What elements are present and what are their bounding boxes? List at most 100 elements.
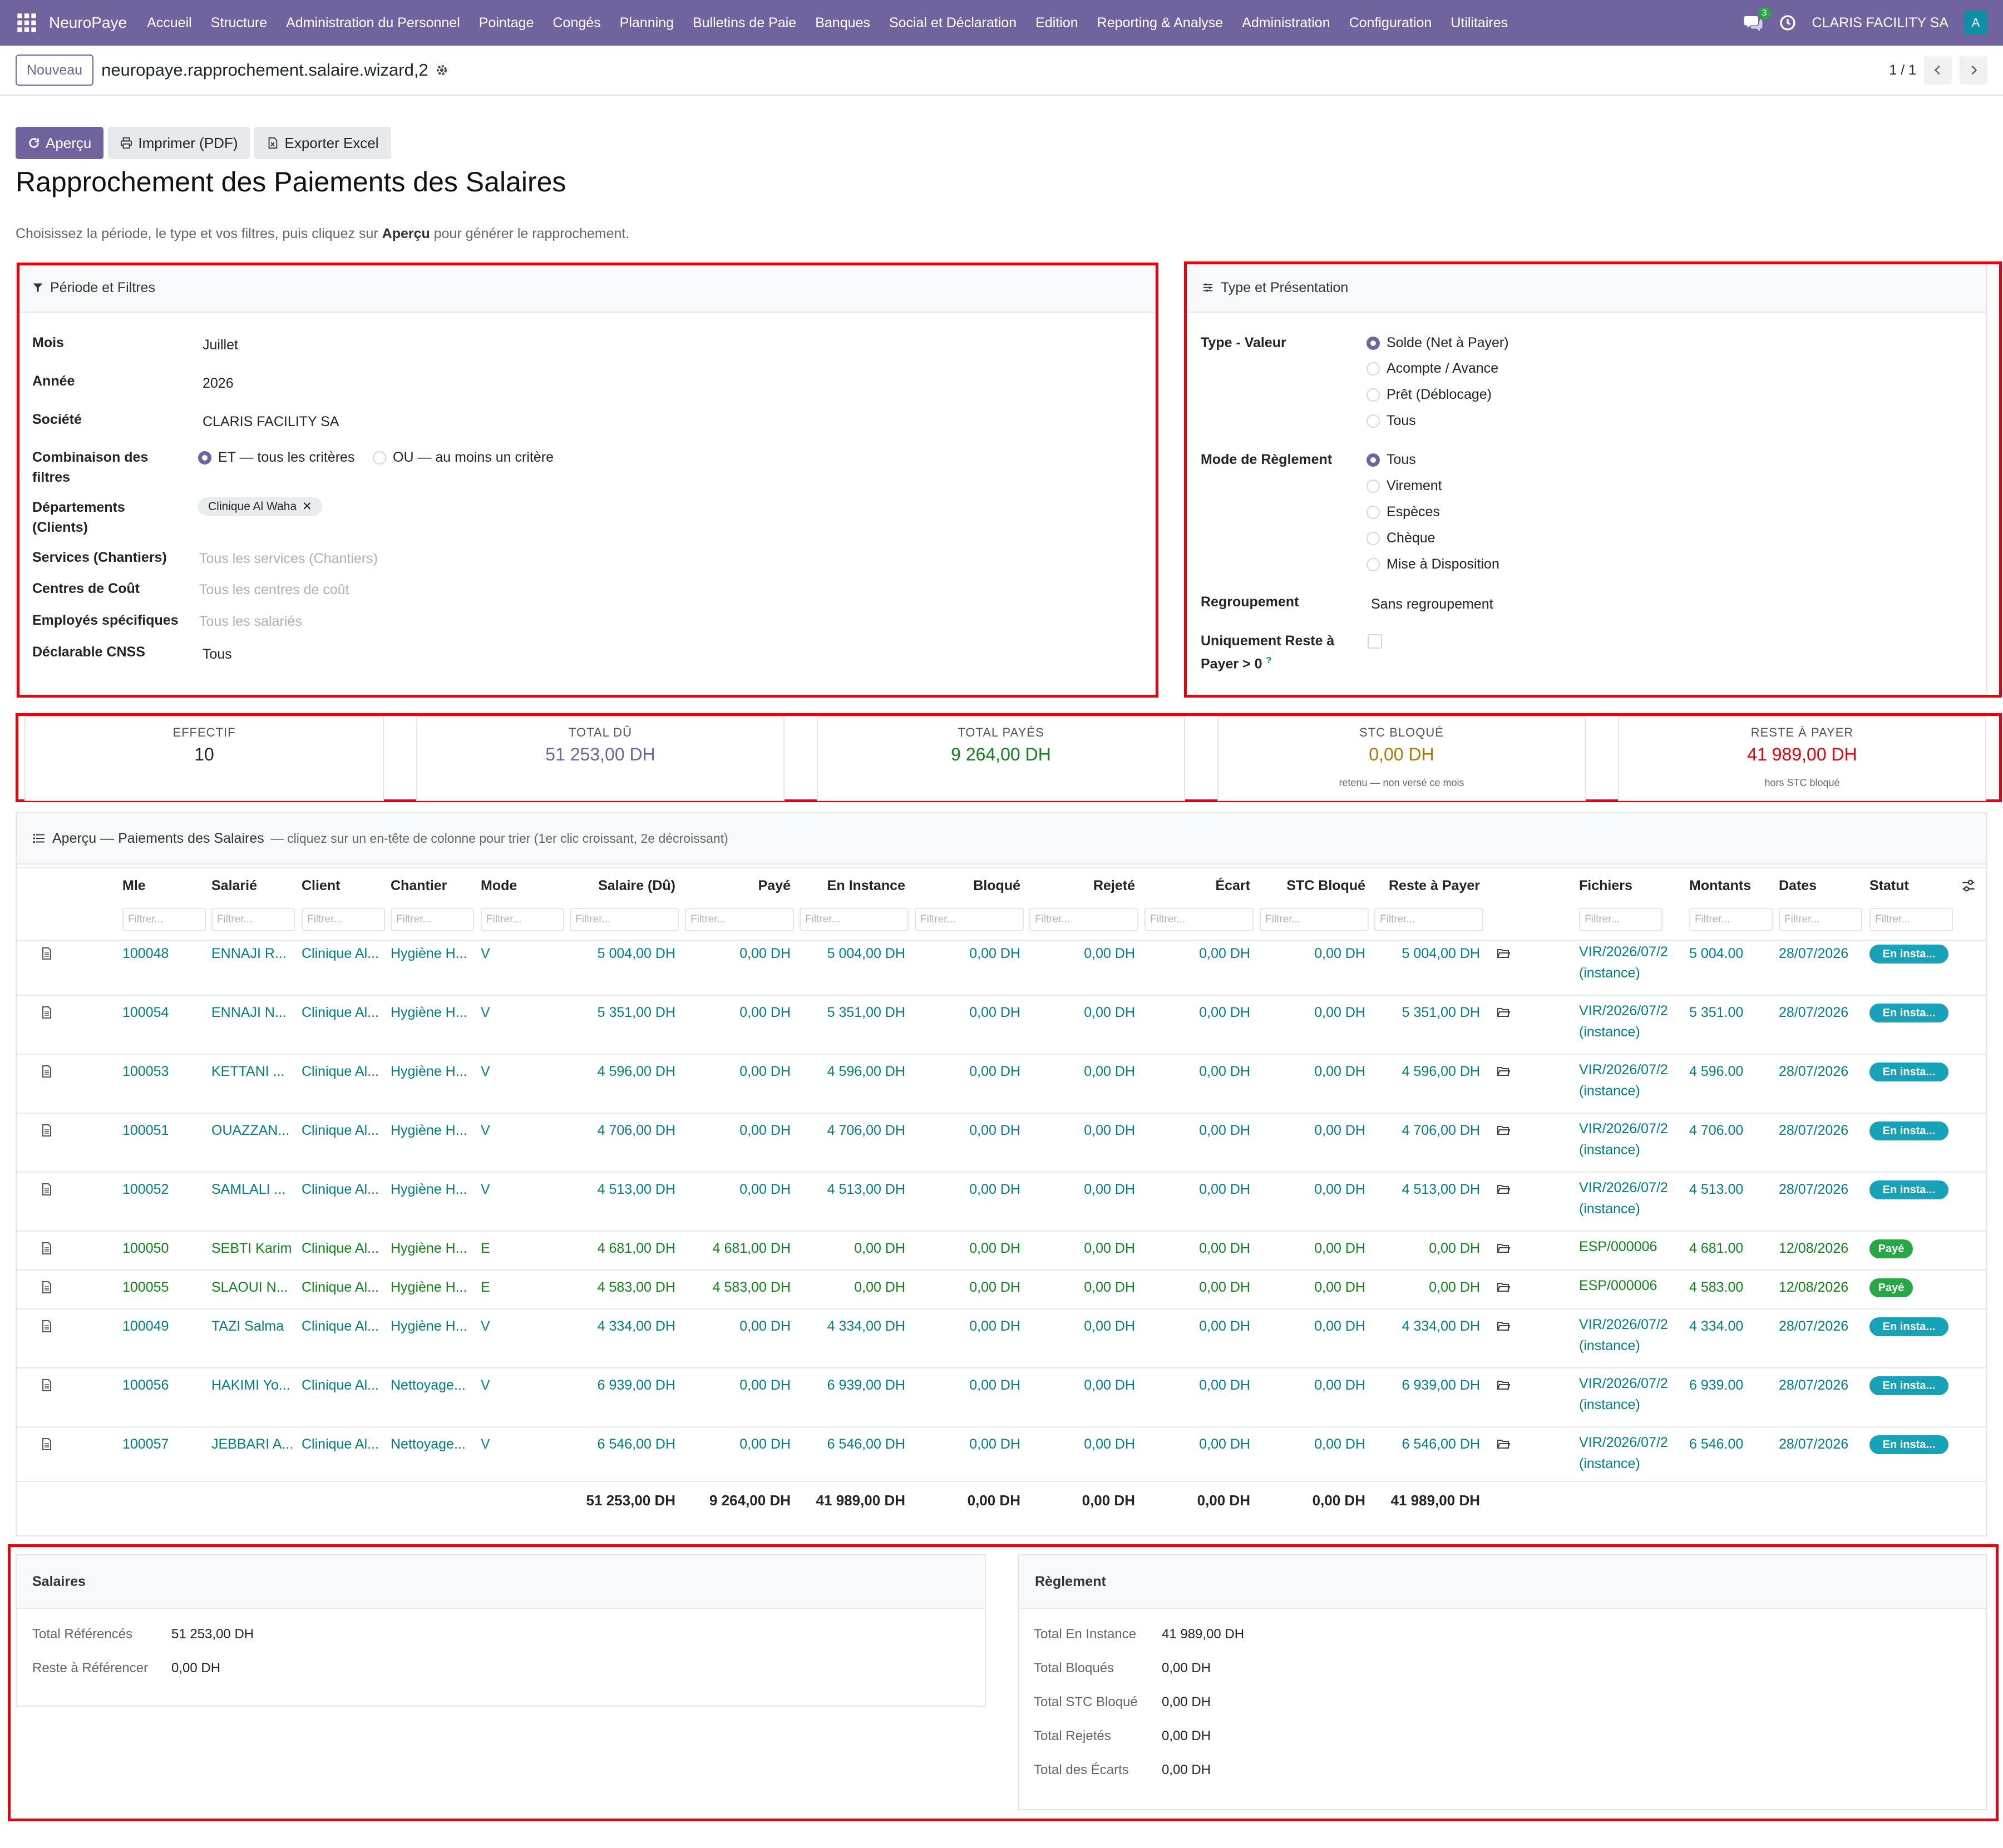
cell-mle[interactable]: 100054 <box>122 1005 169 1020</box>
clock-icon[interactable] <box>1779 14 1797 32</box>
folder-icon[interactable] <box>1496 1242 1511 1255</box>
menu-item[interactable]: Banques <box>815 14 870 31</box>
folder-icon[interactable] <box>1496 1281 1511 1294</box>
payment-file-link[interactable]: VIR/2026/07/2 (instance) <box>1579 1180 1668 1217</box>
type-option-radio[interactable]: Solde (Net à Payer) <box>1366 335 1509 351</box>
column-header[interactable]: Fichiers <box>1579 878 1632 893</box>
type-option-radio[interactable]: Prêt (Déblocage) <box>1366 387 1492 403</box>
column-filter-input[interactable]: Filtrer... <box>391 908 474 931</box>
column-filter-input[interactable]: Filtrer... <box>1579 908 1662 931</box>
mode-option-radio[interactable]: Espèces <box>1366 504 1440 520</box>
column-filter-input[interactable]: Filtrer... <box>1779 908 1862 931</box>
mode-option-radio[interactable]: Mise à Disposition <box>1366 556 1499 572</box>
column-filter-input[interactable]: Filtrer... <box>481 908 564 931</box>
payment-file-link[interactable]: ESP/000006 <box>1579 1278 1657 1293</box>
menu-item[interactable]: Administration du Personnel <box>286 14 460 31</box>
gear-icon[interactable] <box>435 63 448 77</box>
cell-mle[interactable]: 100048 <box>122 946 169 961</box>
column-header[interactable]: Écart <box>1215 878 1250 893</box>
document-icon[interactable] <box>40 1437 53 1451</box>
document-icon[interactable] <box>40 1183 53 1196</box>
column-filter-input[interactable]: Filtrer... <box>800 908 909 931</box>
column-header[interactable]: Montants <box>1689 878 1752 893</box>
cell-mle[interactable]: 100049 <box>122 1318 169 1334</box>
remaining-only-checkbox[interactable] <box>1368 634 1382 649</box>
combination-and-radio[interactable]: ET — tous les critères <box>198 449 354 466</box>
menu-item[interactable]: Accueil <box>147 14 192 31</box>
column-filter-input[interactable]: Filtrer... <box>685 908 794 931</box>
document-icon[interactable] <box>40 1320 53 1333</box>
column-filter-input[interactable]: Filtrer... <box>1374 908 1483 931</box>
cell-mle[interactable]: 100051 <box>122 1123 169 1138</box>
cost-centers-input[interactable]: Tous les centres de coût <box>199 582 349 597</box>
user-avatar[interactable]: A <box>1964 11 1987 34</box>
pager-next-button[interactable] <box>1960 56 1987 85</box>
pager-value[interactable]: 1 / 1 <box>1889 62 1916 78</box>
mode-option-radio[interactable]: Chèque <box>1366 530 1435 546</box>
column-header[interactable]: STC Bloqué <box>1286 878 1365 893</box>
document-icon[interactable] <box>40 1006 53 1019</box>
column-filter-input[interactable]: Filtrer... <box>1869 908 1953 931</box>
column-header[interactable]: Dates <box>1779 878 1817 893</box>
apps-menu-icon[interactable] <box>16 12 38 34</box>
document-icon[interactable] <box>40 947 53 960</box>
new-button[interactable]: Nouveau <box>16 55 94 86</box>
services-input[interactable]: Tous les services (Chantiers) <box>199 551 378 566</box>
menu-item[interactable]: Congés <box>552 14 601 31</box>
column-header[interactable]: Salaire (Dû) <box>598 878 675 893</box>
column-header[interactable]: Bloqué <box>973 878 1020 893</box>
type-option-radio[interactable]: Tous <box>1366 413 1416 429</box>
cell-mle[interactable]: 100056 <box>122 1377 169 1393</box>
menu-item[interactable]: Reporting & Analyse <box>1097 14 1223 31</box>
menu-item[interactable]: Social et Déclaration <box>889 14 1017 31</box>
payment-file-link[interactable]: VIR/2026/07/2 (instance) <box>1579 944 1668 981</box>
folder-icon[interactable] <box>1496 1437 1511 1451</box>
employees-input[interactable]: Tous les salariés <box>199 614 302 629</box>
grouping-field[interactable]: Sans regroupement <box>1371 596 1493 612</box>
menu-item[interactable]: Planning <box>619 14 674 31</box>
menu-item[interactable]: Configuration <box>1349 14 1432 31</box>
column-filter-input[interactable]: Filtrer... <box>211 908 295 931</box>
column-filter-input[interactable]: Filtrer... <box>1689 908 1773 931</box>
document-icon[interactable] <box>40 1281 53 1294</box>
payment-file-link[interactable]: VIR/2026/07/2 (instance) <box>1579 1062 1668 1099</box>
company-switcher[interactable]: CLARIS FACILITY SA <box>1812 14 1948 31</box>
payment-file-link[interactable]: VIR/2026/07/2 (instance) <box>1579 1376 1668 1412</box>
menu-item[interactable]: Utilitaires <box>1451 14 1508 31</box>
payment-file-link[interactable]: VIR/2026/07/2 (instance) <box>1579 1003 1668 1040</box>
folder-icon[interactable] <box>1496 1320 1511 1333</box>
company-field[interactable]: CLARIS FACILITY SA <box>203 414 339 429</box>
document-icon[interactable] <box>40 1065 53 1078</box>
menu-item[interactable]: Administration <box>1242 14 1330 31</box>
month-field[interactable]: Juillet <box>203 337 238 353</box>
folder-icon[interactable] <box>1496 947 1511 960</box>
department-tag[interactable]: Clinique Al Waha ✕ <box>198 497 322 516</box>
payment-file-link[interactable]: VIR/2026/07/2 (instance) <box>1579 1435 1668 1471</box>
mode-option-radio[interactable]: Tous <box>1366 452 1416 468</box>
column-filter-input[interactable]: Filtrer... <box>1144 908 1254 931</box>
messages-button[interactable]: 3 <box>1743 7 1771 33</box>
remove-tag-icon[interactable]: ✕ <box>302 500 312 513</box>
column-header[interactable]: Mle <box>122 878 146 893</box>
cell-mle[interactable]: 100053 <box>122 1064 169 1079</box>
folder-icon[interactable] <box>1496 1183 1511 1196</box>
cell-mle[interactable]: 100052 <box>122 1182 169 1197</box>
export-excel-button[interactable]: Exporter Excel <box>254 127 391 159</box>
year-field[interactable]: 2026 <box>203 375 234 391</box>
column-header[interactable]: Client <box>302 878 341 893</box>
column-header[interactable]: En Instance <box>827 878 905 893</box>
payment-file-link[interactable]: VIR/2026/07/2 (instance) <box>1579 1317 1668 1353</box>
column-filter-input[interactable]: Filtrer... <box>570 908 679 931</box>
payment-file-link[interactable]: ESP/000006 <box>1579 1239 1657 1254</box>
column-header[interactable]: Chantier <box>391 878 447 893</box>
folder-icon[interactable] <box>1496 1124 1511 1137</box>
column-filter-input[interactable]: Filtrer... <box>915 908 1024 931</box>
print-pdf-button[interactable]: Imprimer (PDF) <box>108 127 250 159</box>
folder-icon[interactable] <box>1496 1065 1511 1078</box>
column-header[interactable]: Reste à Payer <box>1388 878 1480 893</box>
combination-or-radio[interactable]: OU — au moins un critère <box>373 449 554 466</box>
document-icon[interactable] <box>40 1124 53 1137</box>
cell-mle[interactable]: 100050 <box>122 1241 169 1256</box>
help-tooltip-icon[interactable]: ? <box>1266 656 1272 665</box>
menu-item[interactable]: Edition <box>1035 14 1078 31</box>
